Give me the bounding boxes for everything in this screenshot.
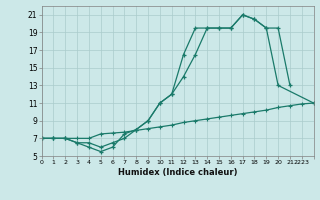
X-axis label: Humidex (Indice chaleur): Humidex (Indice chaleur) [118, 168, 237, 177]
